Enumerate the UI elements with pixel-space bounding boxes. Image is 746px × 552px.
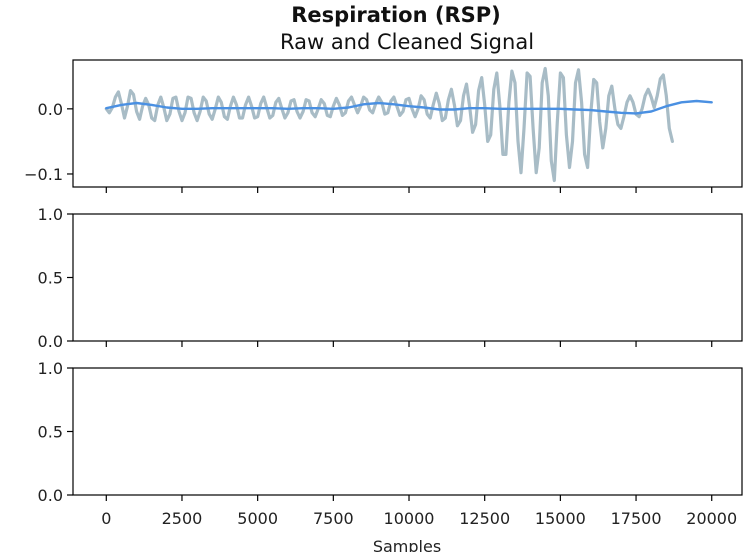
x-tick-label: 2500 bbox=[162, 509, 203, 528]
x-tick-label: 20000 bbox=[686, 509, 737, 528]
y-tick-label: 0.5 bbox=[38, 269, 63, 288]
y-tick-label: 1.0 bbox=[38, 205, 63, 224]
panel-empty-2: 0.0 0.5 1.0 0 2500 5000 7500 10000 12500 15000 175… bbox=[38, 359, 743, 528]
x-tick-label: 7500 bbox=[313, 509, 354, 528]
x-tick-label: 5000 bbox=[237, 509, 278, 528]
chart-subtitle: Raw and Cleaned Signal bbox=[280, 30, 534, 54]
series-raw-line bbox=[104, 66, 675, 183]
y-tick-label: 0.0 bbox=[38, 100, 63, 119]
series-cleaned-line bbox=[105, 99, 713, 115]
y-tick-label: −0.1 bbox=[24, 165, 63, 184]
x-tick-label: 15000 bbox=[535, 509, 586, 528]
panel-signal: 0.0 −0.1 bbox=[24, 59, 743, 193]
chart-title: Respiration (RSP) bbox=[291, 3, 500, 27]
y-tick-label: 0.0 bbox=[38, 332, 63, 351]
y-tick-label: 0.5 bbox=[38, 423, 63, 442]
x-tick-label: 0 bbox=[101, 509, 111, 528]
x-tick-label: 10000 bbox=[384, 509, 435, 528]
panel-frame bbox=[72, 367, 743, 496]
panel-frame bbox=[72, 59, 743, 188]
x-axis-label: Samples bbox=[373, 537, 441, 552]
plot-layer: 0.0 −0.1 0.0 0.5 1.0 0.0 0.5 1.0 0 2500 5000 7500 10… bbox=[24, 59, 743, 528]
panel-frame bbox=[72, 213, 743, 342]
y-tick-label: 1.0 bbox=[38, 359, 63, 378]
x-tick-label: 17500 bbox=[611, 509, 662, 528]
x-tick-label: 12500 bbox=[459, 509, 510, 528]
panel-empty-1: 0.0 0.5 1.0 bbox=[38, 205, 743, 351]
y-tick-label: 0.0 bbox=[38, 486, 63, 505]
